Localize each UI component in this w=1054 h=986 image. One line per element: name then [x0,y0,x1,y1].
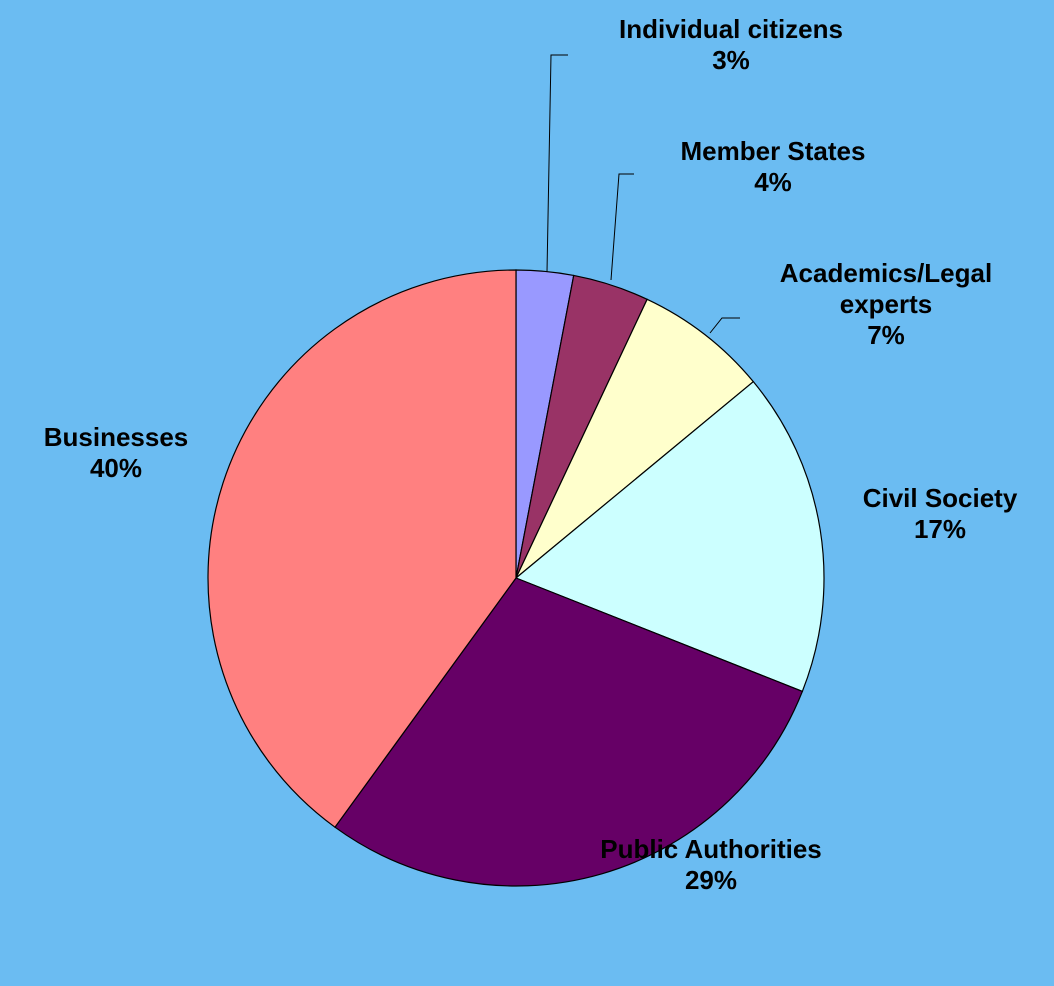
pie-slices [207,269,825,887]
slice-value-label: 3% [712,45,750,75]
slice-name-label: Member States [681,136,866,166]
slice-name-label: experts [840,289,933,319]
slice-value-label: 7% [867,320,905,350]
slice-name-label: Academics/Legal [780,258,992,288]
slice-value-label: 40% [90,453,142,483]
leader-lines [546,54,740,334]
pie-slice-academics-legal-experts [515,298,755,579]
slice-name-label: Public Authorities [600,834,822,864]
slice-value-label: 17% [914,514,966,544]
pie-slice-public-authorities [334,577,804,887]
leader-line [709,317,740,334]
pie-slice-businesses [207,269,517,829]
slice-value-label: 29% [685,865,737,895]
slice-name-label: Civil Society [863,483,1018,513]
leader-line [610,173,634,281]
slice-value-label: 4% [754,167,792,197]
pie-slice-civil-society [514,380,825,693]
leader-line [546,54,568,273]
slice-name-label: Individual citizens [619,14,843,44]
slice-name-label: Businesses [44,422,189,452]
